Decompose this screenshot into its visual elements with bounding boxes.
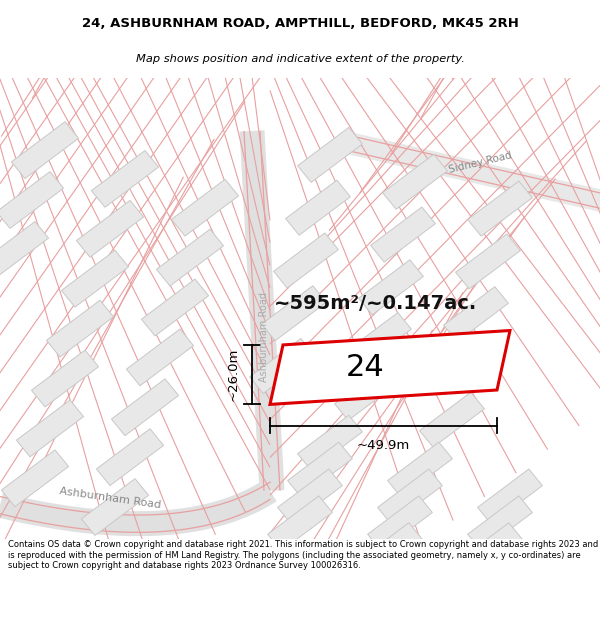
Polygon shape	[268, 496, 332, 551]
Polygon shape	[278, 469, 343, 524]
Polygon shape	[458, 522, 523, 578]
Polygon shape	[298, 415, 362, 470]
Polygon shape	[91, 151, 158, 208]
Polygon shape	[274, 233, 338, 288]
Polygon shape	[431, 339, 496, 394]
Polygon shape	[172, 179, 239, 236]
Polygon shape	[377, 469, 442, 524]
Polygon shape	[455, 234, 520, 289]
Text: Sidney Road: Sidney Road	[448, 150, 512, 175]
Text: 24: 24	[346, 353, 385, 382]
Polygon shape	[388, 442, 452, 497]
Polygon shape	[82, 479, 149, 536]
Polygon shape	[11, 122, 79, 179]
Polygon shape	[262, 286, 326, 341]
Polygon shape	[61, 250, 128, 307]
Polygon shape	[31, 350, 98, 407]
Text: Ashburnham Road: Ashburnham Road	[259, 292, 269, 382]
Polygon shape	[250, 339, 314, 394]
Text: ~26.0m: ~26.0m	[227, 348, 240, 401]
Polygon shape	[287, 442, 352, 497]
Polygon shape	[467, 181, 532, 236]
Text: ~595m²/~0.147ac.: ~595m²/~0.147ac.	[274, 294, 476, 313]
Polygon shape	[478, 469, 542, 524]
Polygon shape	[359, 260, 424, 315]
Polygon shape	[157, 229, 224, 286]
Polygon shape	[358, 522, 422, 578]
Polygon shape	[16, 400, 83, 457]
Polygon shape	[286, 180, 350, 235]
Polygon shape	[97, 429, 164, 486]
Polygon shape	[298, 127, 362, 182]
Polygon shape	[0, 172, 64, 228]
Text: Ashburnham Road: Ashburnham Road	[59, 486, 161, 511]
Text: Map shows position and indicative extent of the property.: Map shows position and indicative extent…	[136, 54, 464, 64]
Polygon shape	[1, 450, 68, 507]
Polygon shape	[270, 331, 510, 404]
Polygon shape	[443, 287, 508, 342]
Polygon shape	[383, 154, 448, 209]
Polygon shape	[142, 279, 209, 336]
Polygon shape	[127, 329, 194, 386]
Polygon shape	[371, 207, 436, 262]
Polygon shape	[347, 312, 412, 368]
Polygon shape	[46, 300, 113, 357]
Polygon shape	[335, 366, 400, 421]
Text: 24, ASHBURNHAM ROAD, AMPTHILL, BEDFORD, MK45 2RH: 24, ASHBURNHAM ROAD, AMPTHILL, BEDFORD, …	[82, 17, 518, 30]
Polygon shape	[419, 392, 484, 448]
Polygon shape	[467, 496, 532, 551]
Polygon shape	[112, 379, 179, 436]
Text: Contains OS data © Crown copyright and database right 2021. This information is : Contains OS data © Crown copyright and d…	[8, 541, 598, 570]
Text: ~49.9m: ~49.9m	[357, 439, 410, 452]
Polygon shape	[0, 221, 49, 278]
Polygon shape	[368, 496, 433, 551]
Polygon shape	[76, 201, 143, 258]
